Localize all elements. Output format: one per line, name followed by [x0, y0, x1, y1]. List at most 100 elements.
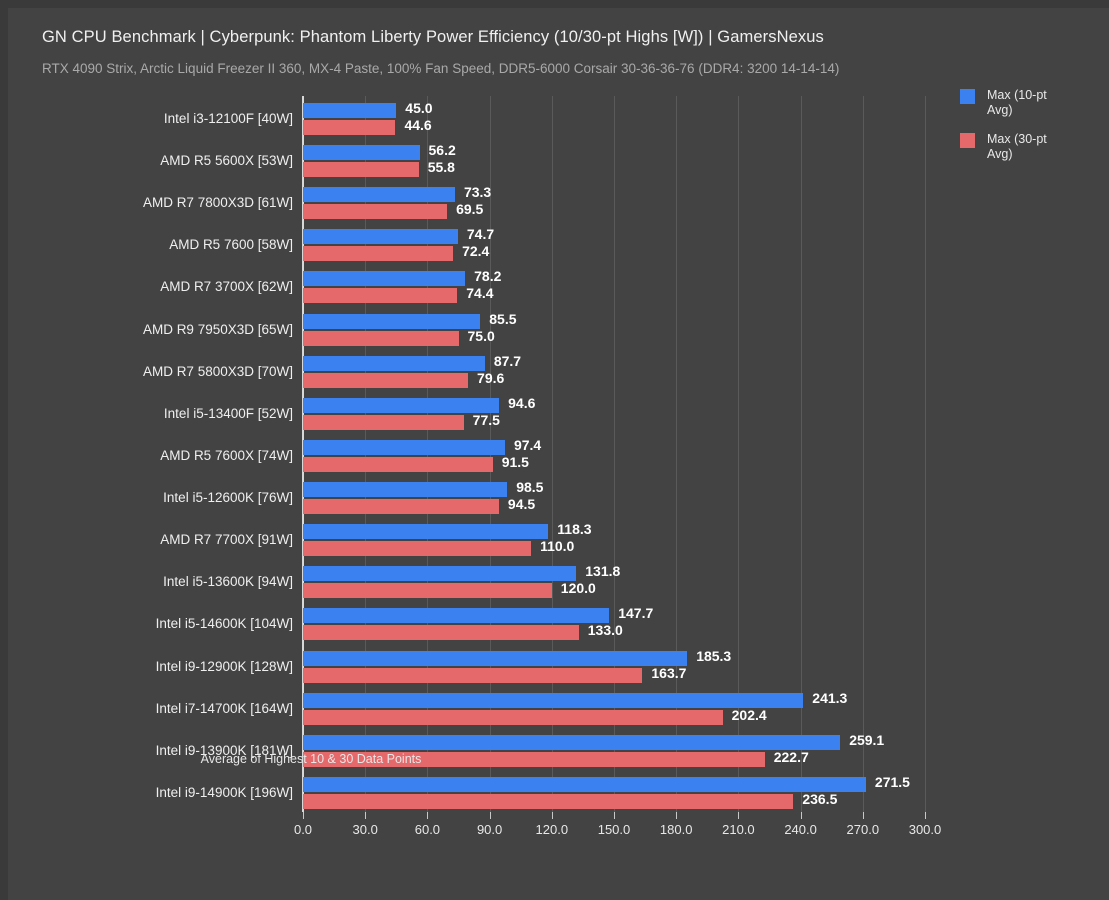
x-gridline — [676, 96, 678, 812]
x-axis-tick — [800, 812, 802, 819]
category-label: Intel i9-12900K [128W] — [155, 658, 293, 674]
category-label: AMD R5 5600X [53W] — [160, 153, 293, 169]
legend-item[interactable]: Max (30-pt Avg) — [960, 132, 1100, 162]
bar-group: 94.6 77.5 — [303, 395, 925, 432]
legend-label: Max (30-pt Avg) — [987, 132, 1047, 161]
bar — [303, 499, 499, 515]
bar-value-label: 44.6 — [404, 117, 432, 133]
x-gridline — [800, 96, 802, 812]
bar-value-label: 91.5 — [501, 453, 529, 470]
x-gridline — [862, 96, 864, 812]
bar-group: 97.4 91.5 — [303, 436, 925, 474]
bar — [303, 524, 549, 540]
frame-top-band — [0, 0, 1109, 8]
bar-group: 85.5 75.0 — [303, 310, 925, 348]
x-axis-tick-label: 60.0 — [414, 822, 441, 837]
bar — [303, 120, 396, 135]
legend-swatch-icon — [960, 133, 975, 148]
bar-value-label: 79.6 — [477, 369, 505, 386]
bar — [303, 541, 532, 557]
bar-value-label: 120.0 — [560, 580, 596, 597]
bar-value-label: 147.7 — [618, 605, 654, 622]
x-axis-tick-label: 30.0 — [352, 822, 378, 837]
bar-group: 87.7 79.6 — [303, 353, 925, 390]
bar-group: 271.5 236.5 — [303, 774, 925, 811]
bar-value-label: 131.8 — [585, 563, 621, 580]
bar-value-label: 94.5 — [507, 496, 536, 513]
category-label: Intel i9-13900K [181W] — [155, 742, 293, 758]
x-gridline — [551, 96, 553, 812]
bar-group: 73.3 69.5 — [303, 184, 925, 221]
category-label: Intel i5-13600K [94W] — [163, 574, 293, 590]
x-axis-tick-label: 240.0 — [784, 822, 817, 837]
category-label: AMD R5 7600X [74W] — [160, 447, 293, 463]
x-axis-tick — [676, 812, 678, 819]
category-label: Intel i5-13400F [52W] — [163, 405, 293, 421]
bar-value-label: 236.5 — [802, 790, 838, 807]
bar — [303, 650, 688, 666]
bar-value-label: 202.4 — [731, 706, 767, 723]
bar-value-label: 45.0 — [405, 100, 433, 116]
category-label: Intel i3-12100F [40W] — [163, 111, 293, 126]
bar — [303, 246, 454, 262]
bar-value-label: 73.3 — [463, 184, 492, 201]
bar-value-label: 77.5 — [472, 411, 500, 428]
category-label: Intel i5-12600K [76W] — [163, 490, 293, 506]
x-axis-tick — [365, 812, 367, 819]
bar-value-label: 222.7 — [773, 748, 809, 765]
x-axis-tick — [614, 812, 615, 819]
bar-value-label: 259.1 — [849, 731, 885, 748]
bar-value-label: 133.0 — [587, 622, 623, 639]
category-label: AMD R7 5800X3D [70W] — [142, 363, 293, 379]
bar-group: 131.8 120.0 — [303, 563, 925, 600]
bar — [303, 751, 765, 767]
legend-swatch-icon — [960, 89, 975, 104]
bar-value-label: 74.4 — [466, 285, 494, 302]
bar — [303, 776, 866, 792]
category-label: Intel i7-14700K [164W] — [155, 700, 293, 716]
bar — [303, 482, 508, 498]
bar — [303, 355, 485, 371]
bar — [303, 187, 455, 203]
bar-group: 78.2 74.4 — [303, 268, 925, 305]
bar — [303, 734, 841, 750]
frame-left-band — [0, 0, 8, 900]
bar — [303, 709, 723, 725]
bar-value-label: 78.2 — [474, 268, 502, 285]
legend-label: Max (10-pt Avg) — [987, 88, 1047, 117]
bar-group: 74.7 72.4 — [303, 226, 925, 263]
bar-group: 185.3 163.7 — [303, 647, 925, 685]
bar — [303, 103, 397, 118]
x-gridline — [614, 96, 615, 812]
bar-value-label: 241.3 — [812, 689, 848, 706]
x-axis-tick-label: 120.0 — [535, 822, 569, 837]
bar-value-label: 55.8 — [427, 159, 455, 176]
legend-item[interactable]: Max (10-pt Avg) — [960, 88, 1100, 118]
bar-value-label: 85.5 — [489, 310, 517, 327]
bar-value-label: 97.4 — [513, 436, 542, 453]
bar — [303, 162, 419, 178]
bar — [303, 397, 500, 413]
bar — [303, 625, 579, 641]
bar — [303, 456, 493, 472]
bar-value-label: 185.3 — [696, 647, 732, 664]
x-axis-tick — [551, 812, 553, 819]
x-axis-tick-label: 180.0 — [659, 822, 693, 837]
bar — [303, 330, 459, 346]
bar-group: 118.3 110.0 — [303, 521, 925, 558]
x-axis-tick — [427, 812, 429, 819]
x-axis-tick-label: 270.0 — [846, 822, 880, 837]
bar-value-label: 118.3 — [557, 521, 592, 538]
x-gridline — [925, 96, 926, 812]
category-label: AMD R5 7600 [58W] — [169, 237, 293, 253]
bar-group: 98.5 94.5 — [303, 479, 925, 516]
bar — [303, 271, 466, 287]
bar-value-label: 72.4 — [462, 243, 490, 260]
bar-value-label: 74.7 — [466, 226, 495, 243]
bar-value-label: 69.5 — [456, 201, 484, 218]
category-label: AMD R7 3700X [62W] — [160, 279, 293, 295]
category-label: Intel i5-14600K [104W] — [155, 616, 293, 632]
bar-group: 241.3 202.4 — [303, 689, 925, 727]
category-label: AMD R9 7950X3D [65W] — [142, 321, 293, 337]
